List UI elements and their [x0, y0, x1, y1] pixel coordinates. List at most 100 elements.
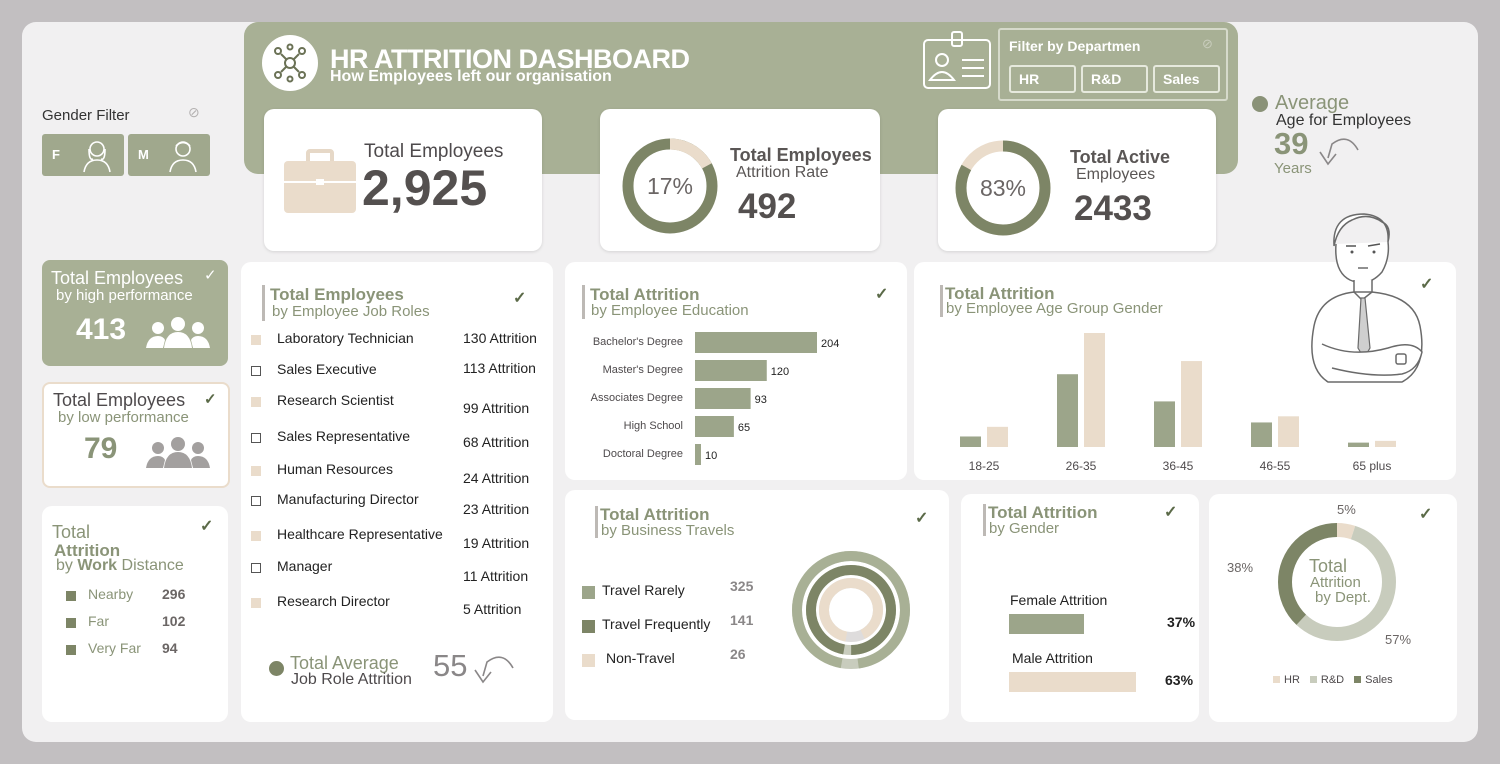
- gender-filter-female-button[interactable]: F: [42, 134, 124, 176]
- edu-value-label: 93: [755, 394, 767, 406]
- travel-item-value: 26: [730, 646, 746, 662]
- job-role-name: Manager: [277, 558, 333, 574]
- job-role-name: Manufacturing Director: [277, 491, 419, 507]
- job-role-bullet: [251, 466, 261, 476]
- dept-filter-sales-button[interactable]: Sales: [1153, 65, 1220, 93]
- age-group-tick-label: 46-55: [1260, 459, 1291, 473]
- job-roles-check-icon: ✓: [513, 290, 527, 307]
- education-card: Total Attrition by Employee Education ✓ …: [565, 262, 907, 480]
- education-title: Total Attrition: [590, 285, 700, 304]
- low-perf-check-icon: ✓: [204, 391, 217, 408]
- job-role-avg-value: 55: [433, 648, 468, 683]
- low-perf-value: 79: [84, 432, 118, 465]
- education-sub: by Employee Education: [591, 302, 749, 319]
- dept-legend-rd: R&D: [1309, 674, 1344, 686]
- gender-item-label: Male Attrition: [1012, 650, 1093, 666]
- dept-label-rd: 57%: [1385, 632, 1412, 647]
- job-roles-title-rule: [262, 285, 265, 321]
- attrition-rate-donut: 17%: [622, 138, 718, 234]
- active-rate-donut: 83%: [955, 140, 1051, 236]
- group-users-icon: [146, 317, 210, 348]
- age-group-tick-label: 26-35: [1066, 459, 1097, 473]
- gender-title: Total Attrition: [988, 503, 1098, 522]
- travel-radial-chart: [792, 551, 910, 669]
- edu-value-label: 204: [821, 338, 839, 350]
- education-title-rule: [582, 285, 585, 319]
- high-perf-sub: by high performance: [56, 287, 193, 304]
- edu-bar: [695, 360, 767, 381]
- job-role-value: 130 Attrition: [463, 330, 537, 346]
- kpi-total-employees-card: Total Employees 2,925: [264, 109, 542, 251]
- gender-bar: [1009, 672, 1136, 692]
- gender-sub: by Gender: [989, 520, 1060, 537]
- job-roles-card: Total Employees by Employee Job Roles ✓ …: [241, 262, 553, 722]
- edu-category-label: Bachelor's Degree: [593, 336, 683, 348]
- gender-filter-clear-icon[interactable]: ⊘: [188, 104, 200, 120]
- edu-bar: [695, 444, 701, 465]
- travel-ring-arc: [819, 578, 883, 642]
- age-group-tick-label: 36-45: [1163, 459, 1194, 473]
- average-age-label: Average: [1275, 92, 1350, 114]
- dept-filter-hr-button[interactable]: HR: [1009, 65, 1076, 93]
- age-group-bar: [1375, 440, 1396, 447]
- gender-card: Total Attrition by Gender ✓ Female Attri…: [961, 494, 1199, 722]
- average-age-unit: Years: [1274, 160, 1312, 177]
- edu-value-label: 65: [738, 422, 750, 434]
- gender-bar: [1009, 614, 1084, 634]
- id-card-icon: [922, 30, 994, 97]
- dept-label-hr: 5%: [1337, 502, 1356, 517]
- dashboard-frame: HR ATTRITION DASHBOARD How Employees lef…: [22, 22, 1478, 742]
- age-group-check-icon: ✓: [1420, 276, 1434, 293]
- work-distance-bullet: [66, 591, 76, 601]
- gender-item-pct: 37%: [1167, 614, 1196, 630]
- high-perf-value: 413: [76, 313, 127, 346]
- job-role-name: Sales Executive: [277, 361, 377, 377]
- work-distance-sub-rest: Distance: [121, 557, 184, 574]
- edu-bar: [695, 388, 751, 409]
- job-role-value: 99 Attrition: [463, 400, 530, 416]
- travel-item-value: 141: [730, 612, 754, 628]
- work-distance-item-label: Far: [88, 613, 109, 629]
- male-person-icon: [169, 141, 197, 173]
- work-distance-sub-by: by: [56, 557, 73, 574]
- travel-ring-arc: [792, 551, 910, 669]
- job-role-bullet: [251, 496, 261, 506]
- job-role-bullet: [251, 335, 261, 345]
- job-role-avg-dot: [269, 661, 284, 676]
- dept-legend: HR R&D Sales: [1273, 674, 1393, 686]
- work-distance-check-icon: ✓: [200, 518, 214, 535]
- gender-check-icon: ✓: [1164, 504, 1178, 521]
- age-group-bar: [960, 436, 981, 447]
- high-performance-card: Total Employees ✓ by high performance 41…: [42, 260, 228, 366]
- travel-card: Total Attrition by Business Travels ✓ Tr…: [565, 490, 949, 720]
- age-group-tick-label: 65 plus: [1353, 459, 1392, 473]
- job-role-name: Research Scientist: [277, 392, 394, 408]
- edu-value-label: 120: [771, 366, 789, 378]
- work-distance-bullet: [66, 645, 76, 655]
- age-group-bar: [987, 426, 1008, 447]
- department-filter-label: Filter by Departmen: [1009, 38, 1141, 54]
- dashboard-title: HR ATTRITION DASHBOARD: [330, 44, 690, 74]
- age-group-sub: by Employee Age Group Gender: [946, 300, 1163, 317]
- job-role-bullet: [251, 563, 261, 573]
- age-group-bar: [1251, 422, 1272, 447]
- dept-check-icon: ✓: [1419, 506, 1433, 523]
- dept-donut-slice: [1278, 523, 1396, 641]
- gender-item-pct: 63%: [1165, 672, 1194, 688]
- kpi-attrition-card: 17% Total Employees Attrition Rate 492: [600, 109, 880, 251]
- gender-filter-male-button[interactable]: M: [128, 134, 210, 176]
- travel-bullet: [582, 586, 595, 599]
- dept-filter-rd-button[interactable]: R&D: [1081, 65, 1148, 93]
- person-illustration: [1311, 213, 1423, 383]
- clear-filter-icon[interactable]: ⊘: [1202, 36, 1213, 51]
- attrition-rate-pct: 17%: [647, 173, 693, 199]
- dept-center-3: by Dept.: [1315, 589, 1371, 606]
- job-roles-title: Total Employees: [270, 285, 404, 304]
- edu-bar: [695, 416, 734, 437]
- travel-bullet: [582, 620, 595, 633]
- gender-title-rule: [983, 504, 986, 536]
- travel-item-label: Travel Rarely: [602, 582, 685, 598]
- age-group-bar: [1084, 333, 1105, 447]
- low-performance-card: Total Employees ✓ by low performance 79: [42, 382, 230, 488]
- work-distance-item-value: 296: [162, 586, 186, 602]
